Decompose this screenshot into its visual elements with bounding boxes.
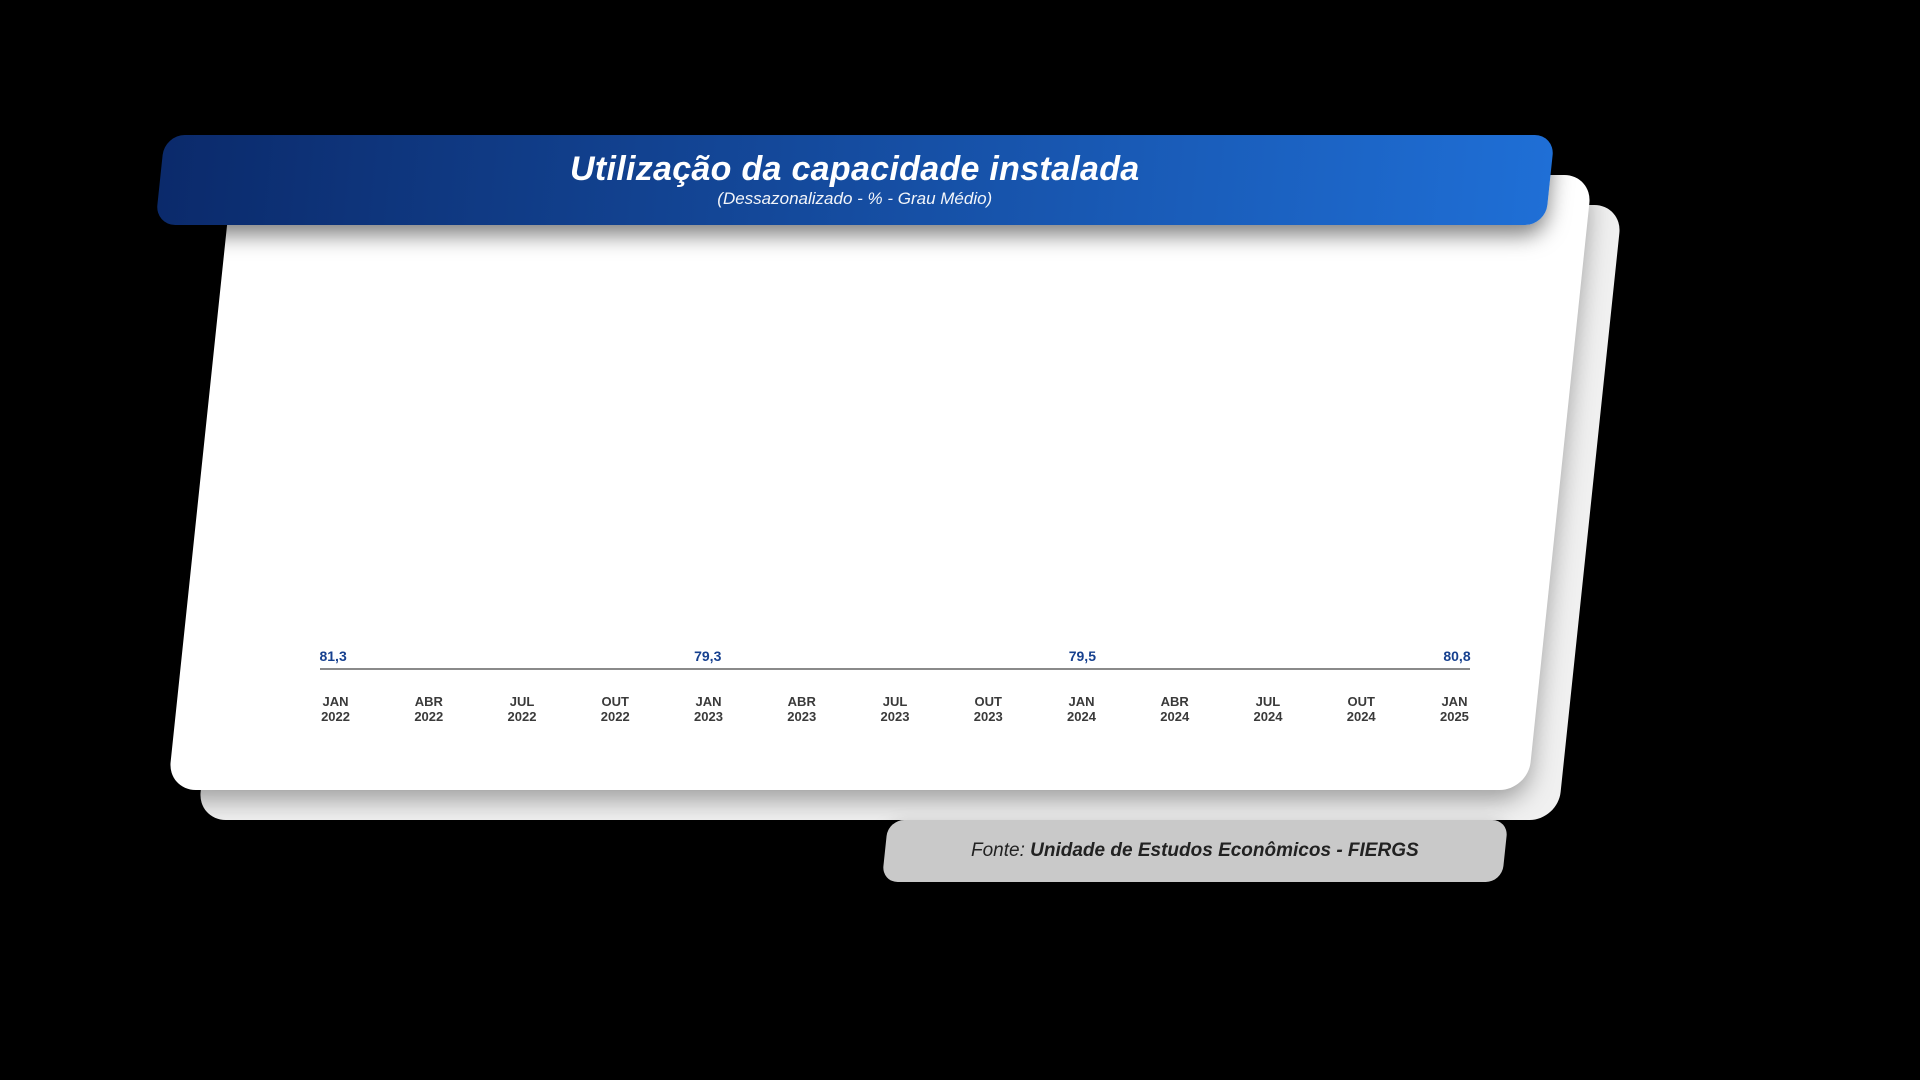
chart-bars: 81,3 79,3 79,5 80,8 — [320, 290, 1470, 668]
x-tick: JUL2024 — [1254, 695, 1283, 725]
chart-bar-value-label: 80,8 — [1443, 648, 1470, 664]
x-tick: OUT2023 — [974, 695, 1003, 725]
source-value: Unidade de Estudos Econômicos - FIERGS — [1030, 840, 1419, 861]
x-tick: JAN2024 — [1067, 695, 1096, 725]
title-bar-inner: Utilização da capacidade instalada (Dess… — [570, 151, 1140, 209]
title-bar: Utilização da capacidade instalada (Dess… — [155, 135, 1554, 225]
chart: 81,3 79,3 79,5 80,8 JAN2022 ABR2022 JUL2022 OU… — [320, 265, 1470, 735]
source-label: Fonte: — [971, 840, 1030, 861]
x-tick: JUL2022 — [508, 695, 537, 725]
x-tick: JAN2022 — [321, 695, 350, 725]
chart-bar-value-label: 79,3 — [694, 648, 721, 664]
x-tick: ABR2024 — [1160, 695, 1189, 725]
x-tick: JAN2025 — [1440, 695, 1469, 725]
source-text: Fonte: Unidade de Estudos Econômicos - F… — [971, 840, 1419, 862]
x-tick: JAN2023 — [694, 695, 723, 725]
x-tick: OUT2022 — [601, 695, 630, 725]
chart-title: Utilização da capacidade instalada — [570, 151, 1140, 188]
x-tick: OUT2024 — [1347, 695, 1376, 725]
stage: 81,3 79,3 79,5 80,8 JAN2022 ABR2022 JUL2022 OU… — [0, 0, 1920, 1080]
x-tick: ABR2023 — [787, 695, 816, 725]
x-tick: ABR2022 — [414, 695, 443, 725]
chart-subtitle: (Dessazonalizado - % - Grau Médio) — [570, 190, 1140, 209]
chart-bar-value-label: 79,5 — [1069, 648, 1096, 664]
source-pill: Fonte: Unidade de Estudos Econômicos - F… — [882, 820, 1509, 882]
chart-plot: 81,3 79,3 79,5 80,8 — [320, 290, 1470, 670]
chart-x-axis: JAN2022 ABR2022 JUL2022 OUT2022 JAN2023 ABR20… — [320, 670, 1470, 735]
card-front-inner: 81,3 79,3 79,5 80,8 JAN2022 ABR2022 JUL2022 OU… — [200, 175, 1560, 790]
x-tick: JUL2023 — [881, 695, 910, 725]
chart-bar-value-label: 81,3 — [319, 648, 346, 664]
card-front: 81,3 79,3 79,5 80,8 JAN2022 ABR2022 JUL2022 OU… — [168, 175, 1593, 790]
